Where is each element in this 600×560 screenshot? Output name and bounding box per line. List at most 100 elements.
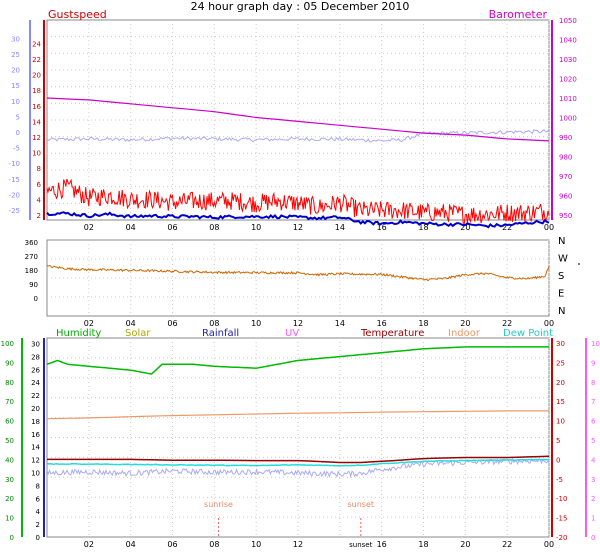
direction-axis-tick-label: 90	[29, 281, 38, 289]
gustspeed-axis-label: Gustspeed	[48, 8, 107, 21]
gustspeed-axis-tick-label: 2	[37, 212, 41, 220]
temp-panel-x-tick-label: 16	[377, 540, 387, 549]
wind-direction-series-line	[46, 264, 550, 282]
temp-panel-x-tick-label: 06	[167, 540, 177, 549]
solar-axis-tick-label: 6	[36, 495, 41, 503]
humidity-axis-tick-label: 50	[5, 437, 14, 445]
humidity-axis-tick-label: 60	[5, 418, 14, 426]
direction-panel-x-tick-label: 06	[167, 319, 177, 328]
temp-panel-x-tick-label: 22	[502, 540, 512, 549]
direction-panel-x-tick-label: 00	[544, 319, 554, 328]
humidity-axis-tick-label: 20	[5, 495, 14, 503]
indoor-series-line	[46, 410, 549, 420]
temperature-axis-tick-label: -10	[556, 495, 567, 503]
solar-axis-tick-label: 2	[36, 521, 40, 529]
solar-axis-tick-label: 8	[36, 482, 40, 490]
temp-panel-x-tick-label: 12	[293, 540, 303, 549]
compass-axis-tick-label: N	[558, 236, 565, 247]
barometer-axis-tick-label: 1010	[559, 95, 577, 103]
uv-axis-tick-label: 6	[591, 418, 596, 426]
barometer-axis-tick-label: 1000	[559, 115, 577, 123]
temperature-axis-tick-label: 10	[556, 418, 565, 426]
wind-panel-x-tick-label: 00	[544, 223, 554, 232]
humidity-axis-tick-label: 30	[5, 476, 14, 484]
temperature-axis-tick-label: 15	[556, 398, 565, 406]
windchill-axis-tick-label: 30	[11, 35, 20, 43]
gustspeed-axis-tick-label: 20	[32, 72, 41, 80]
solar-axis-tick-label: 14	[31, 444, 40, 452]
windchill-axis-tick-label: -15	[9, 176, 20, 184]
wind-panel-x-tick-label: 14	[335, 223, 345, 232]
windchill-axis-tick-label: -5	[13, 145, 20, 153]
sunset-x-tick-label: sunset	[349, 541, 372, 549]
windchill-axis-tick-label: -10	[9, 160, 20, 168]
wind-panel-x-tick-label: 12	[293, 223, 303, 232]
direction-panel-x-tick-label: 02	[84, 319, 94, 328]
windspeed-series-line	[46, 211, 550, 229]
temperature-axis-tick-label: -20	[556, 534, 567, 542]
windchill-axis-tick-label: 10	[11, 98, 20, 106]
gustspeed-series-line	[46, 178, 550, 225]
windchill-axis-tick-label: 5	[16, 113, 20, 121]
gustspeed-axis-tick-label: 8	[37, 165, 41, 173]
temp-panel-frame	[46, 337, 550, 538]
temperature-axis-tick-label: 25	[556, 359, 565, 367]
direction-axis-tick-label: 0	[34, 295, 38, 303]
windchill-axis-tick-label: 15	[11, 82, 20, 90]
wind-panel-x-tick-label: 06	[167, 223, 177, 232]
dew-point-series-line	[46, 458, 550, 467]
temp-panel-x-tick-label: 10	[251, 540, 261, 549]
uv-axis-tick-label: 1	[591, 515, 595, 523]
gustspeed-axis-tick-label: 14	[32, 118, 41, 126]
temp-panel-x-tick-label: 00	[544, 540, 554, 549]
direction-panel-x-tick-label: 14	[335, 319, 345, 328]
legend-entry-temperature: Temperature	[360, 328, 424, 339]
solar-axis-tick-label: 10	[31, 470, 40, 478]
temp-panel-x-tick-label: 18	[418, 540, 428, 549]
temp-panel-x-tick-label: 04	[126, 540, 136, 549]
barometer-axis-tick-label: 1040	[559, 37, 577, 45]
barometer-axis-tick-label: 1030	[559, 56, 577, 64]
legend-entry-dew-point: Dew Point	[503, 328, 553, 339]
direction-panel-x-tick-label: 16	[377, 319, 387, 328]
uv-axis-tick-label: 5	[591, 437, 595, 445]
uv-axis-tick-label: 7	[591, 398, 595, 406]
wind-panel-x-tick-label: 04	[126, 223, 136, 232]
solar-axis-tick-label: 20	[31, 405, 40, 413]
barometer-axis-tick-label: 990	[559, 134, 572, 142]
barometer-axis-tick-label: 960	[559, 193, 572, 201]
legend-entry-humidity: Humidity	[56, 328, 101, 339]
windchill-series-line	[46, 457, 550, 479]
uv-axis-tick-label: 4	[591, 456, 596, 464]
barometer-axis-tick-label: 980	[559, 154, 572, 162]
temp-panel-x-tick-label: 20	[460, 540, 470, 549]
humidity-axis-tick-label: 100	[1, 340, 14, 348]
direction-panel-x-tick-label: 18	[418, 319, 428, 328]
gustspeed-axis-tick-label: 4	[37, 196, 42, 204]
windchill-axis-tick-label: 25	[11, 51, 20, 59]
sunrise-annotation-label: sunrise	[204, 500, 233, 509]
legend-entry-rainfall: Rainfall	[202, 328, 239, 339]
solar-axis-tick-label: 28	[31, 353, 40, 361]
barometer-series-line	[46, 97, 550, 142]
temp-panel-x-tick-label: 02	[84, 540, 94, 549]
direction-panel-x-tick-label: 10	[251, 319, 261, 328]
uv-axis-tick-label: 2	[591, 495, 595, 503]
gustspeed-axis-tick-label: 24	[32, 40, 41, 48]
uv-axis-tick-label: 9	[591, 359, 595, 367]
windchill-axis-tick-label: 0	[16, 129, 20, 137]
direction-panel-x-tick-label: 04	[126, 319, 136, 328]
temperature-axis-tick-label: 0	[556, 456, 560, 464]
humidity-axis-tick-label: 70	[5, 398, 14, 406]
windchill-axis-tick-label: -20	[9, 191, 20, 199]
temperature-axis-tick-label: 30	[556, 340, 565, 348]
gustspeed-axis-tick-label: 16	[32, 103, 41, 111]
humidity-axis-tick-label: 80	[5, 379, 14, 387]
humidity-axis-tick-label: 40	[5, 456, 14, 464]
wind-panel-x-tick-label: 22	[502, 223, 512, 232]
uv-axis-tick-label: 3	[591, 476, 595, 484]
compass-axis-tick-label: E	[558, 289, 564, 300]
solar-axis-tick-label: 22	[31, 392, 40, 400]
